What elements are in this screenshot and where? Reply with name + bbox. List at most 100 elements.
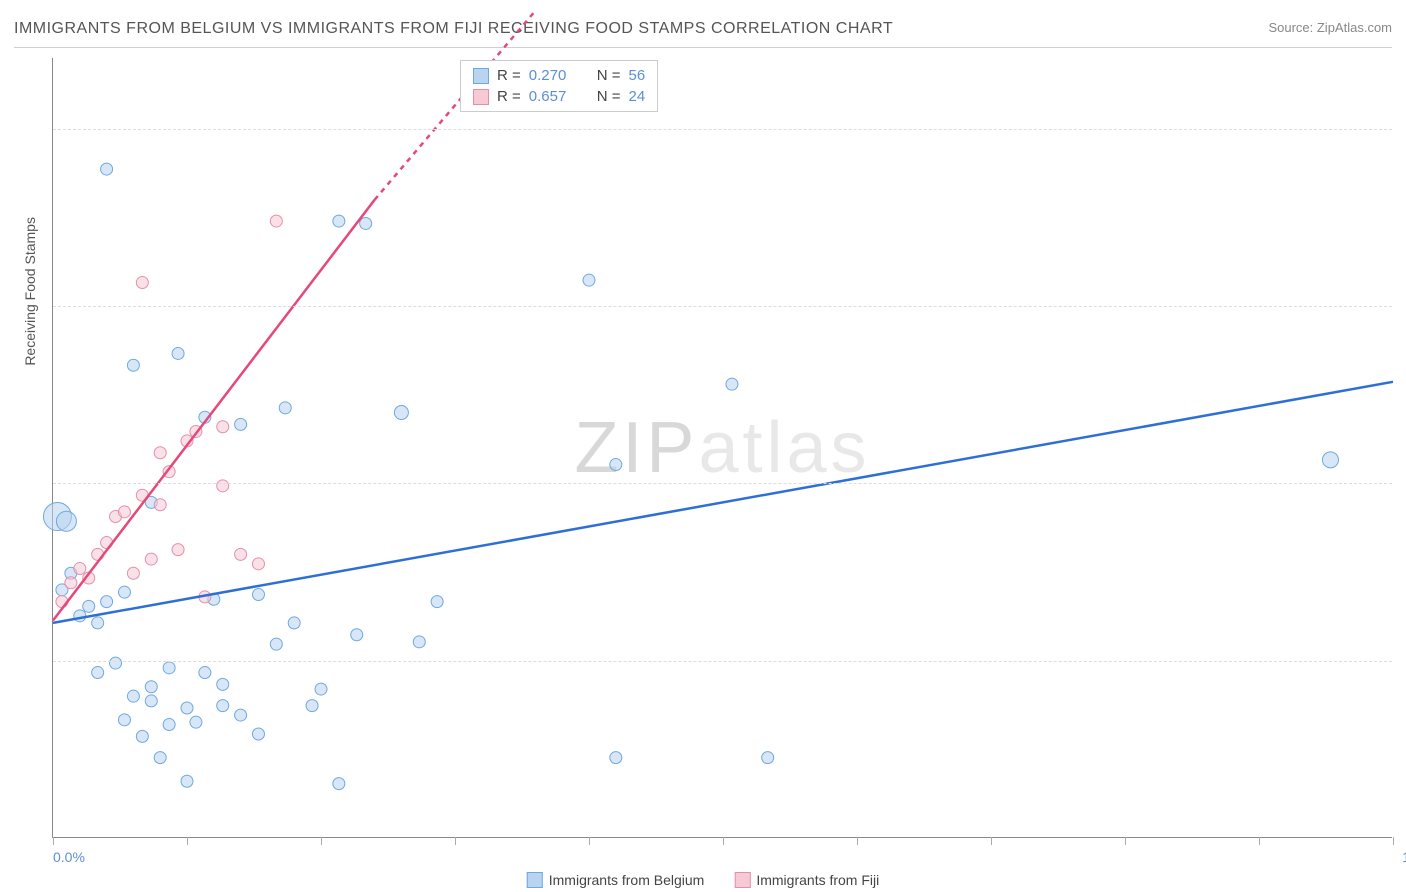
data-point	[360, 217, 372, 229]
x-tick-minor	[53, 837, 54, 845]
legend-swatch	[527, 872, 543, 888]
n-label: N =	[597, 88, 621, 105]
data-point	[333, 778, 345, 790]
y-tick-label: 22.5%	[1397, 298, 1406, 314]
plot-area: ZIPatlas 7.5%15.0%22.5%30.0%0.0%15.0%	[52, 58, 1392, 838]
data-point	[270, 638, 282, 650]
data-point	[217, 678, 229, 690]
data-point	[136, 277, 148, 289]
data-point	[145, 553, 157, 565]
data-point	[101, 163, 113, 175]
legend-item: Immigrants from Fiji	[734, 872, 879, 888]
r-label: R =	[497, 67, 521, 84]
x-tick-label: 0.0%	[53, 849, 85, 865]
legend-bottom: Immigrants from Belgium Immigrants from F…	[527, 872, 880, 888]
chart-title: IMMIGRANTS FROM BELGIUM VS IMMIGRANTS FR…	[14, 20, 893, 38]
data-point	[56, 511, 76, 531]
data-point	[235, 418, 247, 430]
data-point	[252, 589, 264, 601]
data-point	[199, 667, 211, 679]
data-point	[163, 719, 175, 731]
data-point	[351, 629, 363, 641]
data-point	[83, 600, 95, 612]
legend-swatch	[473, 89, 489, 105]
data-point	[74, 563, 86, 575]
r-label: R =	[497, 88, 521, 105]
x-tick-minor	[991, 837, 992, 845]
trend-line	[53, 200, 375, 621]
data-point	[118, 586, 130, 598]
n-label: N =	[597, 67, 621, 84]
data-point	[762, 752, 774, 764]
x-tick-minor	[455, 837, 456, 845]
data-point	[127, 567, 139, 579]
legend-swatch	[473, 68, 489, 84]
legend-label: Immigrants from Belgium	[549, 872, 705, 888]
data-point	[181, 775, 193, 787]
data-point	[252, 728, 264, 740]
x-tick-minor	[321, 837, 322, 845]
y-tick-label: 7.5%	[1397, 653, 1406, 669]
data-point	[101, 596, 113, 608]
data-point	[136, 730, 148, 742]
chart-svg	[53, 58, 1392, 837]
r-value: 0.657	[529, 88, 579, 105]
data-point	[172, 544, 184, 556]
data-point	[217, 480, 229, 492]
data-point	[288, 617, 300, 629]
legend-item: Immigrants from Belgium	[527, 872, 705, 888]
data-point	[154, 752, 166, 764]
legend-swatch	[734, 872, 750, 888]
data-point	[154, 447, 166, 459]
data-point	[610, 752, 622, 764]
x-tick-minor	[857, 837, 858, 845]
data-point	[235, 548, 247, 560]
data-point	[217, 700, 229, 712]
data-point	[610, 459, 622, 471]
legend-stat-row: R = 0.270 N = 56	[473, 65, 645, 86]
x-tick-minor	[1259, 837, 1260, 845]
gridline	[53, 483, 1392, 484]
data-point	[110, 657, 122, 669]
x-tick-minor	[187, 837, 188, 845]
data-point	[172, 347, 184, 359]
data-point	[306, 700, 318, 712]
data-point	[181, 702, 193, 714]
data-point	[92, 617, 104, 629]
n-value: 24	[629, 88, 646, 105]
data-point	[394, 406, 408, 420]
gridline	[53, 129, 1392, 130]
data-point	[413, 636, 425, 648]
data-point	[583, 274, 595, 286]
data-point	[127, 359, 139, 371]
data-point	[118, 714, 130, 726]
x-tick-minor	[1125, 837, 1126, 845]
data-point	[145, 681, 157, 693]
data-point	[235, 709, 247, 721]
data-point	[279, 402, 291, 414]
legend-label: Immigrants from Fiji	[756, 872, 879, 888]
r-value: 0.270	[529, 67, 579, 84]
data-point	[92, 667, 104, 679]
data-point	[1322, 452, 1338, 468]
title-bar: IMMIGRANTS FROM BELGIUM VS IMMIGRANTS FR…	[14, 20, 1392, 48]
data-point	[190, 716, 202, 728]
source-label: Source: ZipAtlas.com	[1268, 20, 1392, 35]
x-tick-label: 15.0%	[1402, 849, 1406, 865]
data-point	[270, 215, 282, 227]
gridline	[53, 306, 1392, 307]
data-point	[217, 421, 229, 433]
y-tick-label: 30.0%	[1397, 121, 1406, 137]
n-value: 56	[629, 67, 646, 84]
data-point	[145, 695, 157, 707]
data-point	[65, 577, 77, 589]
x-tick-minor	[1393, 837, 1394, 845]
y-tick-label: 15.0%	[1397, 475, 1406, 491]
data-point	[154, 499, 166, 511]
data-point	[127, 690, 139, 702]
data-point	[118, 506, 130, 518]
data-point	[726, 378, 738, 390]
trend-line	[53, 382, 1393, 623]
legend-stat-row: R = 0.657 N = 24	[473, 86, 645, 107]
y-axis-label: Receiving Food Stamps	[22, 217, 38, 366]
